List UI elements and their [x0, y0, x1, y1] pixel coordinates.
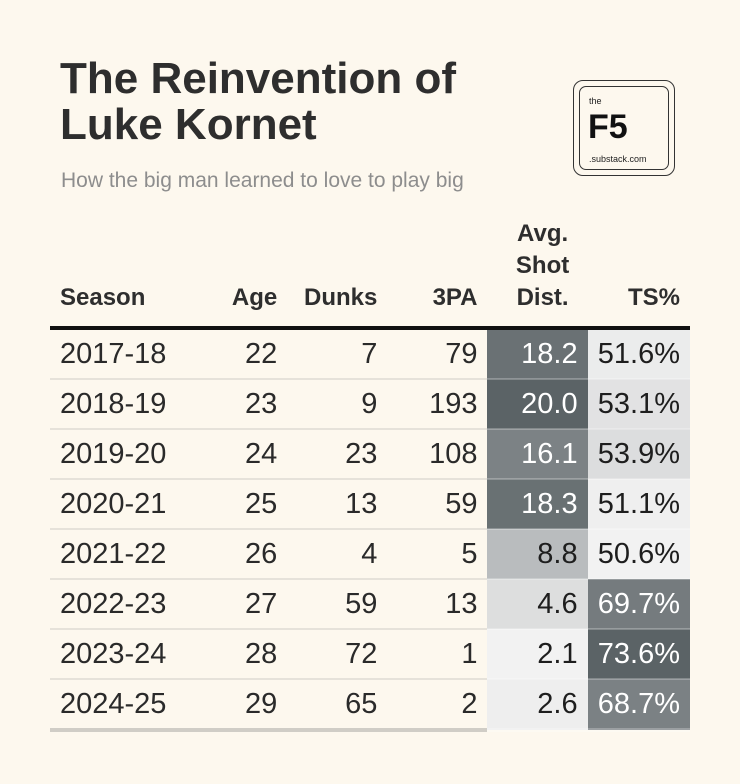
- cell-season: 2021-22: [50, 529, 206, 580]
- cell-3pa: 59: [387, 479, 488, 530]
- cell-season: 2024-25: [50, 679, 206, 732]
- cell-3pa: 108: [387, 429, 488, 480]
- cell-dunks: 7: [287, 328, 388, 380]
- cell-avg-shot-dist: 8.8: [487, 529, 588, 580]
- cell-ts: 51.6%: [587, 328, 690, 380]
- cell-dunks: 23: [287, 429, 388, 480]
- cell-dunks: 65: [287, 679, 388, 732]
- table-row: 2019-20 24 23 108 16.1 53.9%: [50, 429, 690, 480]
- logo-inner-border: the F5 .substack.com: [579, 86, 669, 170]
- table-row: 2023-24 28 72 1 2.1 73.6%: [50, 629, 690, 680]
- the-f5-logo: the F5 .substack.com: [573, 80, 675, 176]
- cell-season: 2022-23: [50, 579, 206, 630]
- logo-the-text: the: [589, 96, 602, 106]
- col-header-age: Age: [205, 218, 288, 330]
- cell-ts: 73.6%: [587, 629, 690, 680]
- cell-ts: 69.7%: [587, 579, 690, 630]
- chart-title: The Reinvention of Luke Kornet: [60, 54, 456, 149]
- cell-age: 28: [205, 629, 288, 680]
- cell-ts: 53.9%: [587, 429, 690, 480]
- cell-avg-shot-dist: 4.6: [487, 579, 588, 630]
- cell-age: 24: [205, 429, 288, 480]
- col-header-avg-shot-dist: Avg. Shot Dist.: [487, 218, 588, 330]
- cell-3pa: 2: [387, 679, 488, 732]
- table-row: 2024-25 29 65 2 2.6 68.7%: [50, 679, 690, 732]
- col-header-season: Season: [50, 218, 206, 330]
- cell-dunks: 72: [287, 629, 388, 680]
- cell-age: 26: [205, 529, 288, 580]
- cell-season: 2019-20: [50, 429, 206, 480]
- cell-age: 29: [205, 679, 288, 732]
- cell-season: 2017-18: [50, 328, 206, 380]
- cell-3pa: 1: [387, 629, 488, 680]
- cell-avg-shot-dist: 18.2: [487, 328, 588, 380]
- table-row: 2018-19 23 9 193 20.0 53.1%: [50, 379, 690, 430]
- table-body: 2017-18 22 7 79 18.2 51.6% 2018-19 23 9 …: [50, 328, 690, 732]
- chart-subtitle: How the big man learned to love to play …: [61, 169, 464, 192]
- cell-dunks: 13: [287, 479, 388, 530]
- logo-f5-text: F5: [588, 108, 628, 146]
- cell-age: 27: [205, 579, 288, 630]
- cell-ts: 50.6%: [587, 529, 690, 580]
- cell-season: 2018-19: [50, 379, 206, 430]
- cell-dunks: 9: [287, 379, 388, 430]
- cell-age: 23: [205, 379, 288, 430]
- col-header-ts: TS%: [587, 218, 690, 330]
- cell-3pa: 193: [387, 379, 488, 430]
- cell-ts: 53.1%: [587, 379, 690, 430]
- col-header-dunks: Dunks: [287, 218, 388, 330]
- table-row: 2021-22 26 4 5 8.8 50.6%: [50, 529, 690, 580]
- cell-3pa: 13: [387, 579, 488, 630]
- header-row: Season Age Dunks 3PA Avg. Shot Dist. TS%: [50, 218, 690, 330]
- logo-substack-text: .substack.com: [589, 154, 647, 164]
- cell-avg-shot-dist: 2.6: [487, 679, 588, 732]
- cell-ts: 68.7%: [587, 679, 690, 732]
- cell-3pa: 5: [387, 529, 488, 580]
- cell-avg-shot-dist: 16.1: [487, 429, 588, 480]
- cell-age: 25: [205, 479, 288, 530]
- table-row: 2020-21 25 13 59 18.3 51.1%: [50, 479, 690, 530]
- table-row: 2022-23 27 59 13 4.6 69.7%: [50, 579, 690, 630]
- cell-avg-shot-dist: 2.1: [487, 629, 588, 680]
- cell-ts: 51.1%: [587, 479, 690, 530]
- table-row: 2017-18 22 7 79 18.2 51.6%: [50, 328, 690, 380]
- col-header-avg-shot-dist-label: Avg. Shot Dist.: [515, 220, 570, 311]
- cell-age: 22: [205, 328, 288, 380]
- stats-table: Season Age Dunks 3PA Avg. Shot Dist. TS%…: [50, 218, 690, 732]
- cell-3pa: 79: [387, 328, 488, 380]
- cell-dunks: 59: [287, 579, 388, 630]
- cell-season: 2020-21: [50, 479, 206, 530]
- col-header-3pa: 3PA: [387, 218, 488, 330]
- cell-dunks: 4: [287, 529, 388, 580]
- cell-season: 2023-24: [50, 629, 206, 680]
- cell-avg-shot-dist: 18.3: [487, 479, 588, 530]
- cell-avg-shot-dist: 20.0: [487, 379, 588, 430]
